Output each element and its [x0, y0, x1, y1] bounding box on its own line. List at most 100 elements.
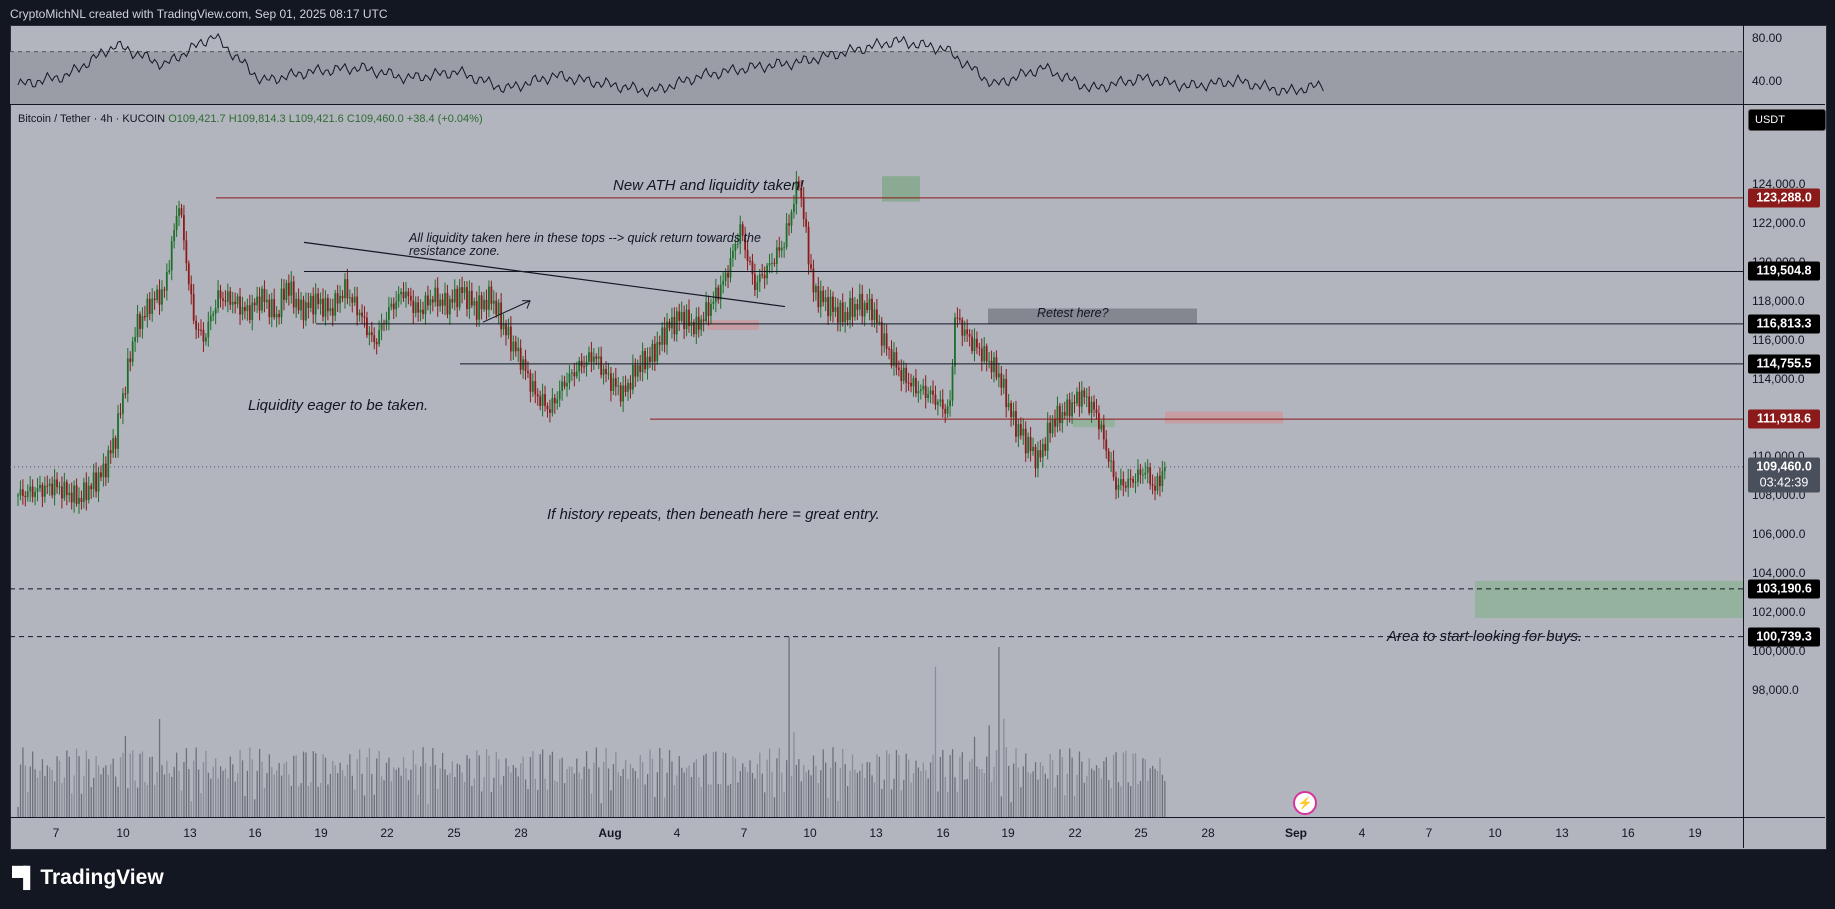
candle	[265, 289, 268, 309]
candle	[224, 290, 227, 307]
price-level-tag[interactable]: 119,504.8	[1748, 261, 1820, 281]
volume-bar	[178, 770, 180, 817]
symbol-legend[interactable]: Bitcoin / Tether · 4h · KUCOIN O109,421.…	[18, 113, 483, 125]
volume-bar	[588, 768, 590, 817]
volume-bar	[424, 763, 427, 817]
price-level-tag[interactable]: 123,288.0	[1748, 188, 1820, 208]
price-level-tag[interactable]: 103,190.6	[1748, 579, 1820, 599]
candle	[175, 205, 178, 238]
volume-bar	[441, 752, 444, 817]
volume-bar	[322, 754, 324, 817]
candle	[590, 341, 593, 373]
volume-bar	[149, 757, 151, 817]
volume-bar	[739, 771, 741, 817]
candle	[1037, 441, 1039, 478]
volume-bar	[132, 750, 134, 817]
price-level-tag[interactable]: 109,460.0	[1748, 457, 1820, 477]
volume-bar	[751, 773, 754, 817]
rsi-pane[interactable]	[10, 25, 1743, 105]
volume-bar	[151, 756, 153, 817]
price-level-tag[interactable]: 114,755.5	[1748, 354, 1820, 374]
volume-bar	[768, 748, 771, 817]
price-level-tag[interactable]: 100,739.3	[1748, 627, 1820, 647]
price-level-tag[interactable]: 116,813.3	[1748, 314, 1820, 334]
candle	[434, 279, 437, 307]
candle	[573, 362, 576, 387]
pane-divider[interactable]	[10, 104, 1825, 105]
candle	[195, 315, 198, 339]
candle	[566, 372, 568, 397]
volume-bar	[222, 770, 224, 817]
price-scale[interactable]: USDT 124,000.0122,000.0120,000.0118,000.…	[1744, 105, 1826, 817]
rsi-scale[interactable]: 80.00 40.00	[1744, 25, 1825, 105]
currency-button[interactable]: USDT	[1748, 109, 1826, 131]
candle	[656, 331, 659, 365]
annotation-retest[interactable]: Retest here?	[1037, 306, 1109, 320]
price-pane[interactable]: New ATH and liquidity taken! All liquidi…	[10, 105, 1743, 817]
candle	[627, 378, 629, 401]
candle	[893, 342, 895, 376]
candle	[812, 259, 815, 302]
volume-bar	[1164, 780, 1166, 817]
candle	[305, 292, 307, 327]
candle	[836, 298, 839, 332]
annotation-ath[interactable]: New ATH and liquidity taken!	[613, 177, 804, 194]
candle	[334, 289, 337, 322]
volume-bar	[798, 759, 800, 817]
candle	[158, 279, 161, 315]
lightning-icon[interactable]: ⚡	[1293, 791, 1317, 815]
volume-bar	[851, 754, 854, 817]
annotation-eager[interactable]: Liquidity eager to be taken.	[248, 397, 429, 414]
annotation-tops-line2[interactable]: resistance zone.	[409, 244, 501, 258]
candle	[1044, 437, 1047, 457]
candle	[514, 335, 517, 357]
candle	[473, 297, 476, 316]
volume-bar	[200, 793, 202, 817]
annotation-history[interactable]: If history repeats, then beneath here = …	[547, 506, 880, 523]
candle	[683, 305, 686, 340]
candle	[1049, 415, 1052, 443]
annotation-tops-line1[interactable]: All liquidity taken here in these tops -…	[409, 231, 761, 245]
rsi-plot	[10, 32, 1743, 105]
price-level-tag[interactable]: 111,918.6	[1748, 409, 1820, 429]
candle	[915, 369, 917, 398]
candle	[497, 299, 500, 325]
volume-bar	[434, 764, 436, 817]
candle	[700, 315, 703, 337]
candle	[622, 376, 625, 413]
candle	[724, 268, 727, 287]
candle	[41, 482, 44, 508]
time-axis[interactable]: 7 10 13 16 19 22 25 28 Aug 4 7 10 13 16 19 22 25 28 Sep 4 7 1…	[10, 818, 1743, 848]
volume-bar	[624, 759, 627, 817]
volume-bar	[498, 759, 500, 817]
time-tick: 25	[1134, 826, 1148, 840]
candle	[1110, 452, 1113, 472]
annotation-buys[interactable]: Area to start looking for buys.	[1387, 628, 1583, 645]
candle	[363, 306, 366, 328]
candle	[283, 279, 285, 311]
candle	[541, 383, 544, 417]
volume-bar	[795, 765, 798, 817]
candle	[529, 369, 532, 403]
volume-bar	[581, 779, 583, 817]
candle	[641, 342, 644, 382]
candle	[768, 253, 771, 274]
candle	[468, 280, 471, 320]
tradingview-logo[interactable]: ▀▌ TradingView	[12, 866, 164, 890]
candle	[539, 390, 542, 411]
volume-bar	[878, 756, 881, 817]
candle	[722, 271, 725, 294]
candle	[883, 323, 886, 353]
volume-bar	[346, 764, 349, 817]
candle	[107, 445, 110, 483]
time-tick: 13	[183, 826, 197, 840]
volume-bar	[1110, 787, 1112, 817]
candle	[924, 375, 927, 409]
candle	[256, 286, 259, 314]
volume-bar	[1161, 774, 1164, 817]
volume-bar	[56, 756, 58, 817]
volume-bar	[1008, 765, 1010, 817]
volume-bar	[246, 770, 249, 817]
volume-bar	[29, 766, 31, 817]
volume-bar	[27, 791, 29, 817]
